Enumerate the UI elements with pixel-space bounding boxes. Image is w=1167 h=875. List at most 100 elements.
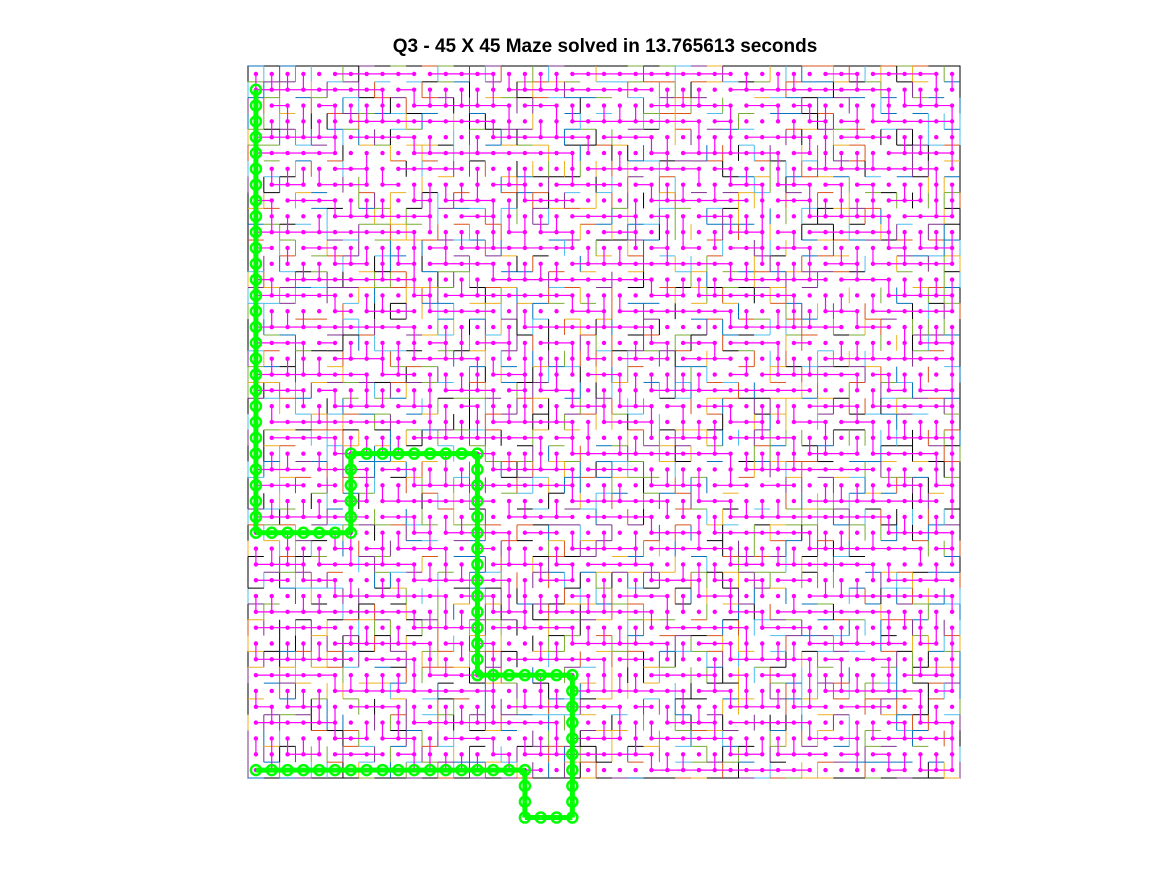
visited-node (934, 467, 939, 472)
visited-node (791, 166, 797, 172)
visited-node (807, 467, 812, 472)
visited-node (934, 198, 939, 203)
visited-node (728, 467, 733, 472)
visited-node (617, 103, 623, 108)
visited-node (585, 71, 591, 77)
visited-node (570, 119, 575, 124)
visited-node (949, 87, 955, 92)
visited-node (902, 71, 907, 77)
visited-node (665, 103, 670, 108)
visited-node (696, 324, 702, 330)
visited-node (823, 546, 828, 551)
visited-node (712, 340, 717, 346)
visited-node (712, 483, 717, 488)
visited-node (839, 150, 844, 156)
visited-node (886, 530, 891, 535)
visited-node (760, 388, 765, 393)
visited-node (554, 87, 559, 92)
visited-node (949, 483, 955, 488)
visited-node (348, 324, 354, 330)
visited-node (475, 293, 480, 298)
visited-node (475, 71, 480, 77)
visited-node (601, 198, 607, 203)
visited-node (522, 403, 528, 409)
visited-node (728, 103, 733, 108)
visited-node (554, 229, 559, 235)
visited-node (459, 293, 464, 298)
visited-node (411, 198, 417, 203)
visited-node (744, 277, 749, 282)
visited-node (380, 546, 385, 551)
visited-node (522, 277, 528, 282)
visited-node (696, 198, 702, 203)
visited-node (854, 87, 860, 92)
visited-node (839, 119, 844, 124)
visited-node (934, 229, 939, 235)
visited-node (475, 261, 480, 266)
visited-node (269, 103, 274, 108)
visited-node (601, 119, 607, 124)
visited-node (886, 119, 891, 124)
visited-node (601, 372, 607, 377)
visited-node (427, 372, 433, 377)
visited-node (775, 403, 781, 409)
visited-node (443, 403, 448, 409)
visited-node (585, 198, 591, 203)
visited-node (870, 419, 876, 425)
visited-node (918, 277, 923, 282)
visited-node (585, 309, 591, 314)
visited-node (317, 71, 322, 77)
visited-node (459, 229, 464, 235)
visited-node (301, 498, 306, 504)
visited-node (870, 166, 876, 172)
visited-node (775, 419, 781, 425)
visited-node (791, 483, 797, 488)
visited-node (775, 135, 781, 140)
visited-node (633, 261, 638, 266)
visited-node (269, 514, 274, 520)
visited-node (949, 261, 955, 266)
visited-node (475, 245, 480, 251)
visited-node (522, 340, 528, 346)
visited-node (728, 182, 733, 187)
visited-node (491, 403, 496, 409)
visited-node (854, 277, 860, 282)
visited-node (332, 87, 338, 92)
visited-node (285, 467, 290, 472)
visited-node (886, 435, 891, 441)
visited-node (807, 530, 812, 535)
visited-node (317, 467, 322, 472)
visited-node (696, 372, 702, 377)
visited-node (791, 261, 797, 266)
visited-node (522, 135, 528, 140)
visited-node (585, 530, 591, 535)
visited-node (443, 309, 448, 314)
visited-node (775, 71, 781, 77)
visited-node (649, 150, 654, 156)
visited-node (886, 166, 891, 172)
visited-node (649, 356, 654, 361)
visited-node (728, 166, 733, 172)
visited-node (633, 388, 638, 393)
visited-node (348, 435, 354, 441)
visited-node (253, 546, 259, 551)
visited-node (665, 530, 670, 535)
visited-node (411, 546, 417, 551)
visited-node (585, 135, 591, 140)
visited-node (443, 562, 448, 567)
visited-node (554, 435, 559, 441)
visited-node (649, 530, 654, 535)
visited-node (253, 562, 259, 567)
visited-node (791, 419, 797, 425)
visited-node (649, 166, 654, 172)
visited-node (854, 198, 860, 203)
visited-node (839, 87, 844, 92)
visited-node (411, 388, 417, 393)
visited-node (870, 562, 876, 567)
visited-node (870, 214, 876, 219)
visited-node (491, 356, 496, 361)
visited-node (617, 182, 623, 187)
visited-node (522, 245, 528, 251)
visited-node (617, 372, 623, 377)
